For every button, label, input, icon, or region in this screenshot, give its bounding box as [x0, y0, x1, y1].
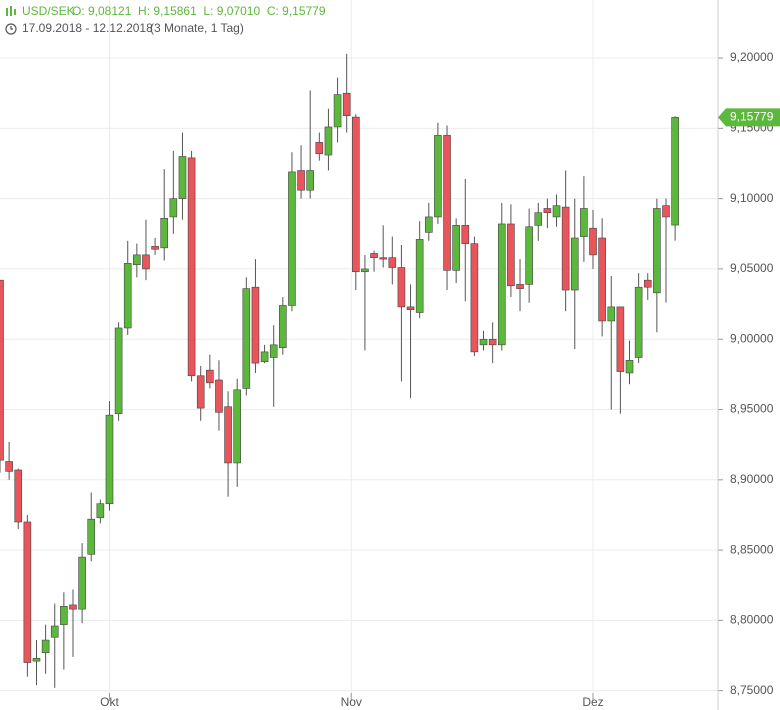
- candle-body: [260, 351, 269, 363]
- clock-hand: [10, 26, 13, 30]
- candle-body: [534, 212, 543, 226]
- clock-icon: [5, 23, 17, 35]
- candle-body: [607, 306, 616, 322]
- candle-body: [388, 257, 397, 268]
- candle-body: [279, 305, 287, 348]
- candle-body: [315, 142, 324, 154]
- candle-body: [114, 327, 123, 415]
- candle-body: [580, 208, 588, 237]
- candle-body: [479, 338, 488, 346]
- candle-body: [233, 389, 242, 464]
- y-tick-label: 9,05000: [730, 261, 774, 275]
- candle-body: [406, 306, 415, 310]
- y-tick-label: 8,80000: [730, 613, 774, 627]
- candle-body: [671, 117, 679, 226]
- candle-body: [525, 226, 533, 285]
- candle-body: [306, 170, 314, 191]
- candle-body: [196, 375, 205, 409]
- candle-body: [424, 216, 433, 233]
- candle-body: [470, 243, 479, 353]
- candle-body: [324, 126, 333, 156]
- candle-body: [516, 284, 524, 289]
- candle-body: [497, 223, 506, 346]
- candle-body: [69, 604, 77, 610]
- candle-body: [297, 170, 305, 191]
- header: USD/SEK O: 9,08121 H: 9,15861 L: 9,07010…: [5, 4, 326, 35]
- candle-body: [142, 254, 150, 270]
- candle-body: [206, 369, 214, 384]
- candle-body: [133, 254, 141, 266]
- candle-body: [342, 92, 351, 116]
- chart-icon: [6, 6, 16, 16]
- candle-body: [488, 338, 497, 346]
- x-tick-label: Nov: [341, 695, 362, 709]
- candle-body: [333, 94, 342, 128]
- y-tick-label: 9,10000: [730, 191, 774, 205]
- candle-body: [507, 223, 515, 287]
- candle-body: [96, 503, 105, 519]
- candle-body: [242, 288, 251, 389]
- chart-title: USD/SEK: [22, 4, 75, 18]
- candle-body: [653, 208, 661, 294]
- candle-body: [634, 286, 643, 358]
- candle-body: [41, 639, 50, 654]
- candle-body: [552, 205, 561, 218]
- candle-body: [50, 625, 59, 638]
- candle-body: [224, 406, 232, 464]
- candle-body: [169, 198, 178, 218]
- period: (3 Monate, 1 Tag): [150, 21, 244, 35]
- candle-body: [87, 518, 96, 555]
- candle-body: [561, 206, 570, 291]
- candle-body: [662, 205, 670, 218]
- candle-body: [415, 239, 424, 313]
- candle-body: [215, 379, 223, 413]
- price-tag: [718, 108, 780, 127]
- candle-body: [23, 521, 32, 663]
- candle-body: [379, 257, 387, 260]
- x-tick-label: Okt: [100, 695, 119, 709]
- y-tick-label: 9,20000: [730, 50, 774, 64]
- candle-body: [78, 556, 86, 610]
- candle-body: [598, 237, 606, 322]
- candle-body: [151, 246, 159, 250]
- candle-body: [352, 116, 360, 273]
- y-tick-label: 8,95000: [730, 402, 774, 416]
- candle-body: [643, 279, 652, 288]
- candle-body: [452, 225, 460, 271]
- candle-body: [361, 268, 369, 273]
- candle-body: [251, 286, 260, 364]
- price-tag-label: 9,15779: [730, 110, 774, 124]
- y-tick-label: 8,85000: [730, 542, 774, 556]
- candle-body: [178, 156, 187, 199]
- candle-body: [397, 267, 406, 308]
- y-tick-label: 8,90000: [730, 472, 774, 486]
- candle-body: [434, 135, 442, 218]
- y-tick-label: 9,00000: [730, 331, 774, 345]
- candle-body: [187, 157, 196, 377]
- candle-body: [616, 306, 625, 372]
- y-tick-label: 8,75000: [730, 683, 774, 697]
- candle-body: [370, 253, 378, 258]
- candle-body: [32, 658, 41, 662]
- candle-body: [543, 208, 552, 213]
- candle-body: [160, 218, 169, 249]
- candle-body: [60, 606, 68, 625]
- candle-body: [0, 279, 4, 461]
- candle-body: [288, 171, 296, 306]
- candle-body: [269, 344, 278, 358]
- candle-body: [123, 263, 132, 329]
- candle-body: [443, 135, 451, 271]
- ohlc-text: O: 9,08121 H: 9,15861 L: 9,07010 C: 9,15…: [72, 4, 326, 18]
- candle-body: [589, 227, 597, 256]
- subtitle: 17.09.2018 - 12.12.2018: [22, 21, 153, 35]
- candle-body: [14, 469, 23, 523]
- candle-body: [461, 225, 470, 244]
- x-tick-label: Dez: [582, 695, 603, 709]
- candle-body: [625, 360, 634, 374]
- candle-body: [105, 414, 114, 505]
- candle-body: [570, 237, 579, 291]
- candle-body: [5, 461, 13, 472]
